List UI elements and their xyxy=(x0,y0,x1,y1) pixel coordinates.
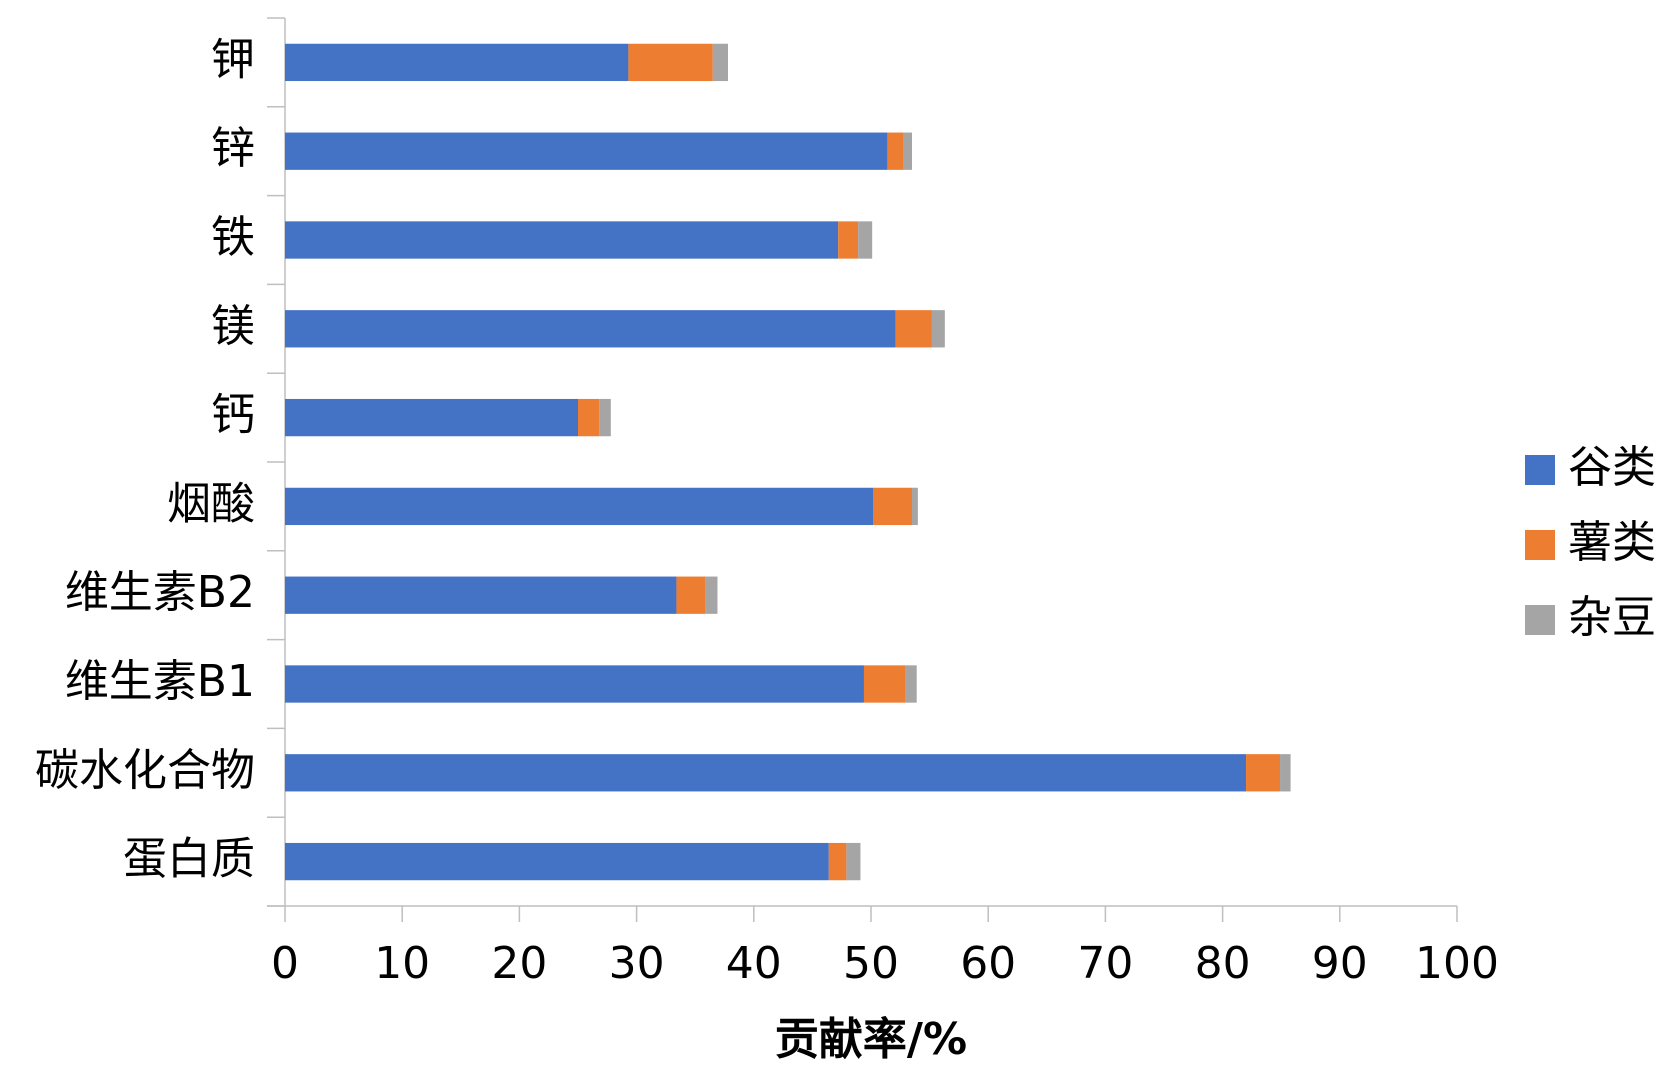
bar-segment xyxy=(895,310,932,348)
x-tick-label: 80 xyxy=(1195,938,1251,989)
bar-segment xyxy=(285,576,677,614)
legend-label: 薯类 xyxy=(1568,517,1656,568)
bar-segment xyxy=(1280,754,1291,792)
bar-segment xyxy=(873,487,913,526)
bar-segment xyxy=(628,43,713,82)
y-tick-label: 蛋白质 xyxy=(123,834,255,885)
bar-segment xyxy=(1246,754,1281,792)
bar-segment xyxy=(912,487,918,526)
bar-segment xyxy=(285,754,1247,792)
bar-segment xyxy=(285,132,888,170)
x-tick-label: 30 xyxy=(609,938,665,989)
bar-segment xyxy=(285,43,629,82)
y-tick-label: 镁 xyxy=(211,301,255,352)
bar-segment xyxy=(887,132,904,170)
legend-swatch xyxy=(1525,605,1555,635)
bar-segment xyxy=(931,310,945,348)
x-tick-label: 100 xyxy=(1415,938,1499,989)
bar-segment xyxy=(599,398,611,437)
bar-segment xyxy=(285,398,578,437)
y-tick-label: 钙 xyxy=(211,390,255,441)
bar-segment xyxy=(285,665,864,703)
y-tick-label: 铁 xyxy=(211,212,255,263)
bar-segment xyxy=(285,842,829,881)
x-tick-label: 90 xyxy=(1312,938,1368,989)
x-tick-label: 40 xyxy=(726,938,782,989)
y-tick-label: 维生素B1 xyxy=(65,656,255,707)
bar-segment xyxy=(712,43,729,82)
x-axis-title: 贡献率/% xyxy=(775,1014,967,1065)
legend-label: 谷类 xyxy=(1568,442,1656,493)
x-tick-label: 50 xyxy=(843,938,899,989)
x-tick-label: 20 xyxy=(491,938,547,989)
bar-segment xyxy=(904,665,917,703)
bar-segment xyxy=(285,221,839,259)
bar-segment xyxy=(705,576,718,614)
bar-segment xyxy=(863,665,905,703)
x-tick-label: 0 xyxy=(271,938,299,989)
y-tick-label: 锌 xyxy=(211,123,255,174)
legend-label: 杂豆 xyxy=(1568,592,1656,643)
bar-segment xyxy=(285,310,896,348)
y-tick-label: 钾 xyxy=(211,34,255,85)
x-tick-label: 60 xyxy=(960,938,1016,989)
bar-segment xyxy=(903,132,913,170)
y-tick-label: 烟酸 xyxy=(167,478,255,529)
x-tick-label: 10 xyxy=(374,938,430,989)
legend-swatch xyxy=(1525,455,1555,485)
bar-segment xyxy=(676,576,706,614)
bar-segment xyxy=(838,221,859,259)
y-tick-label: 维生素B2 xyxy=(65,567,255,618)
x-tick-label: 70 xyxy=(1077,938,1133,989)
bar-segment xyxy=(285,487,874,526)
bar-segment xyxy=(828,842,847,881)
bar-segment xyxy=(578,398,600,437)
y-tick-label: 碳水化合物 xyxy=(35,745,255,796)
legend-swatch xyxy=(1525,530,1555,560)
bar-segment xyxy=(858,221,873,259)
bar-segment xyxy=(846,842,861,881)
